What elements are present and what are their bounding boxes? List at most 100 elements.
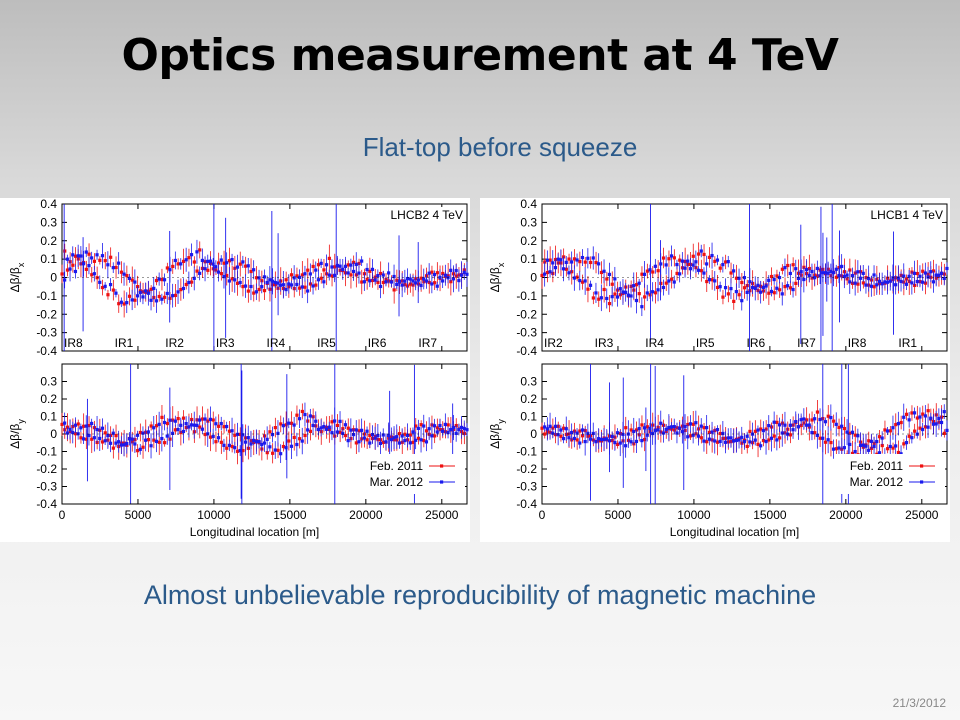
feb-2011-point bbox=[230, 444, 234, 449]
feb-2011-point bbox=[198, 248, 202, 252]
mar-2012-point bbox=[114, 441, 118, 445]
mar-2012-point bbox=[438, 275, 442, 279]
mar-2012-point bbox=[84, 250, 88, 254]
mar-2012-point bbox=[157, 277, 161, 281]
mar-2012-point bbox=[829, 415, 833, 420]
mar-2012-point bbox=[322, 280, 326, 284]
feb-2011-point bbox=[837, 425, 841, 430]
mar-2012-point bbox=[270, 432, 275, 437]
mar-2012-point bbox=[578, 441, 582, 445]
feb-2011-point bbox=[281, 444, 286, 449]
mar-2012-point bbox=[314, 419, 318, 423]
feb-2011-point bbox=[616, 442, 620, 447]
feb-2011-point bbox=[778, 436, 782, 440]
feb-2011-point bbox=[818, 436, 822, 440]
mar-2012-point bbox=[90, 421, 94, 426]
feb-2011-point bbox=[913, 429, 917, 433]
mar-2012-point bbox=[853, 281, 857, 285]
mar-2012-point bbox=[556, 257, 560, 261]
mar-2012-point bbox=[910, 281, 914, 285]
feb-2011-point bbox=[284, 423, 288, 427]
mar-2012-point bbox=[626, 293, 630, 297]
feb-2011-point bbox=[640, 272, 644, 276]
feb-2011-point bbox=[276, 448, 280, 452]
mar-2012-point bbox=[319, 261, 323, 265]
feb-2011-point bbox=[688, 434, 693, 438]
legend-label: Mar. 2012 bbox=[850, 475, 904, 489]
mar-2012-point bbox=[357, 440, 361, 444]
mar-2012-point bbox=[759, 290, 763, 294]
feb-2011-point bbox=[233, 433, 237, 437]
ir-label: IR8 bbox=[64, 336, 83, 350]
mar-2012-point bbox=[921, 427, 925, 432]
mar-2012-point bbox=[732, 439, 736, 443]
mar-2012-point bbox=[691, 433, 695, 437]
mar-2012-point bbox=[400, 283, 404, 287]
mar-2012-point bbox=[424, 440, 429, 444]
mar-2012-point bbox=[408, 441, 412, 445]
mar-2012-point bbox=[403, 438, 407, 443]
mar-2012-point bbox=[850, 430, 855, 434]
mar-2012-point bbox=[867, 448, 871, 452]
mar-2012-point bbox=[931, 422, 936, 426]
mar-2012-point bbox=[713, 439, 717, 443]
mar-2012-point bbox=[710, 253, 714, 258]
feb-2011-point bbox=[90, 273, 94, 277]
mar-2012-point bbox=[449, 427, 453, 432]
feb-2011-point bbox=[279, 422, 283, 426]
legend-marker bbox=[920, 464, 924, 468]
feb-2011-point bbox=[303, 433, 307, 438]
feb-2011-point bbox=[330, 420, 334, 424]
feb-2011-point bbox=[192, 260, 196, 264]
mar-2012-point bbox=[165, 291, 169, 296]
mar-2012-point bbox=[152, 426, 156, 430]
mar-2012-point bbox=[360, 259, 364, 263]
mar-2012-point bbox=[95, 427, 99, 432]
mar-2012-point bbox=[826, 271, 830, 275]
mar-2012-point bbox=[885, 429, 890, 433]
y-tick-label: 0.2 bbox=[520, 392, 537, 406]
mar-2012-point bbox=[443, 422, 447, 426]
mar-2012-point bbox=[861, 271, 865, 275]
y-tick-label: 0.1 bbox=[40, 252, 57, 266]
feb-2011-point bbox=[298, 437, 302, 441]
legend-label: Feb. 2011 bbox=[850, 459, 903, 473]
mar-2012-point bbox=[222, 275, 226, 279]
feb-2011-point bbox=[823, 440, 828, 444]
feb-2011-point bbox=[772, 434, 776, 438]
mar-2012-point bbox=[572, 436, 576, 441]
mar-2012-point bbox=[618, 441, 622, 445]
mar-2012-point bbox=[845, 430, 849, 434]
feb-2011-point bbox=[664, 281, 668, 285]
feb-2011-point bbox=[599, 270, 604, 275]
mar-2012-point bbox=[227, 443, 231, 447]
mar-2012-point bbox=[211, 434, 215, 439]
mar-2012-point bbox=[888, 444, 892, 449]
y-tick-label: -0.4 bbox=[36, 344, 57, 358]
y-tick-label: 0 bbox=[50, 271, 57, 285]
mar-2012-point bbox=[610, 434, 614, 439]
mar-2012-point bbox=[100, 426, 105, 430]
feb-2011-point bbox=[707, 430, 712, 435]
feb-2011-point bbox=[645, 425, 649, 429]
mar-2012-point bbox=[127, 437, 132, 441]
mar-2012-point bbox=[753, 286, 757, 290]
feb-2011-point bbox=[702, 426, 706, 430]
feb-2011-point bbox=[308, 429, 313, 433]
feb-2011-point bbox=[826, 414, 830, 418]
mar-2012-point bbox=[880, 436, 884, 440]
mar-2012-point bbox=[656, 428, 660, 432]
mar-2012-point bbox=[624, 444, 628, 448]
feb-2011-point bbox=[794, 281, 798, 285]
feb-2011-point bbox=[100, 285, 105, 290]
mar-2012-point bbox=[804, 268, 809, 272]
mar-2012-point bbox=[335, 430, 339, 434]
mar-2012-point bbox=[680, 259, 684, 263]
mar-2012-point bbox=[381, 433, 385, 437]
feb-2011-point bbox=[414, 424, 418, 428]
mar-2012-point bbox=[73, 423, 78, 427]
beam-label-bg bbox=[367, 207, 465, 222]
mar-2012-point bbox=[179, 262, 183, 266]
mar-2012-point bbox=[203, 417, 207, 421]
feb-2011-point bbox=[926, 409, 930, 413]
